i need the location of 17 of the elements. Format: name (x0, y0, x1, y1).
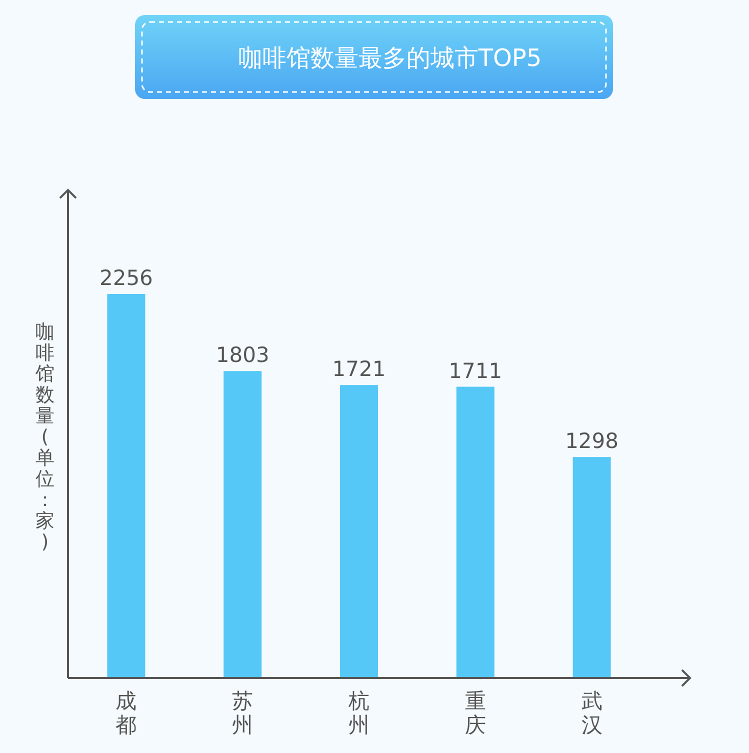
bar (107, 294, 146, 678)
chart-title: 咖啡馆数量最多的城市TOP5 (238, 44, 542, 72)
x-tick-label: 重庆 (464, 689, 486, 737)
bar (340, 385, 378, 678)
x-tick-label: 武汉 (581, 689, 602, 737)
bar (572, 457, 611, 678)
x-tick-label: 苏州 (232, 689, 254, 737)
data-label: 1711 (448, 358, 502, 383)
bar (456, 386, 494, 678)
data-label: 2256 (99, 266, 153, 290)
data-label: 1298 (565, 429, 619, 454)
bar (224, 371, 262, 678)
x-tick-label: 成都 (116, 689, 137, 737)
y-axis-title: 咖啡馆数量(单位：家) (36, 321, 54, 553)
x-tick-label: 杭州 (348, 689, 370, 737)
data-label: 1721 (332, 357, 386, 382)
data-label: 1803 (216, 343, 270, 368)
